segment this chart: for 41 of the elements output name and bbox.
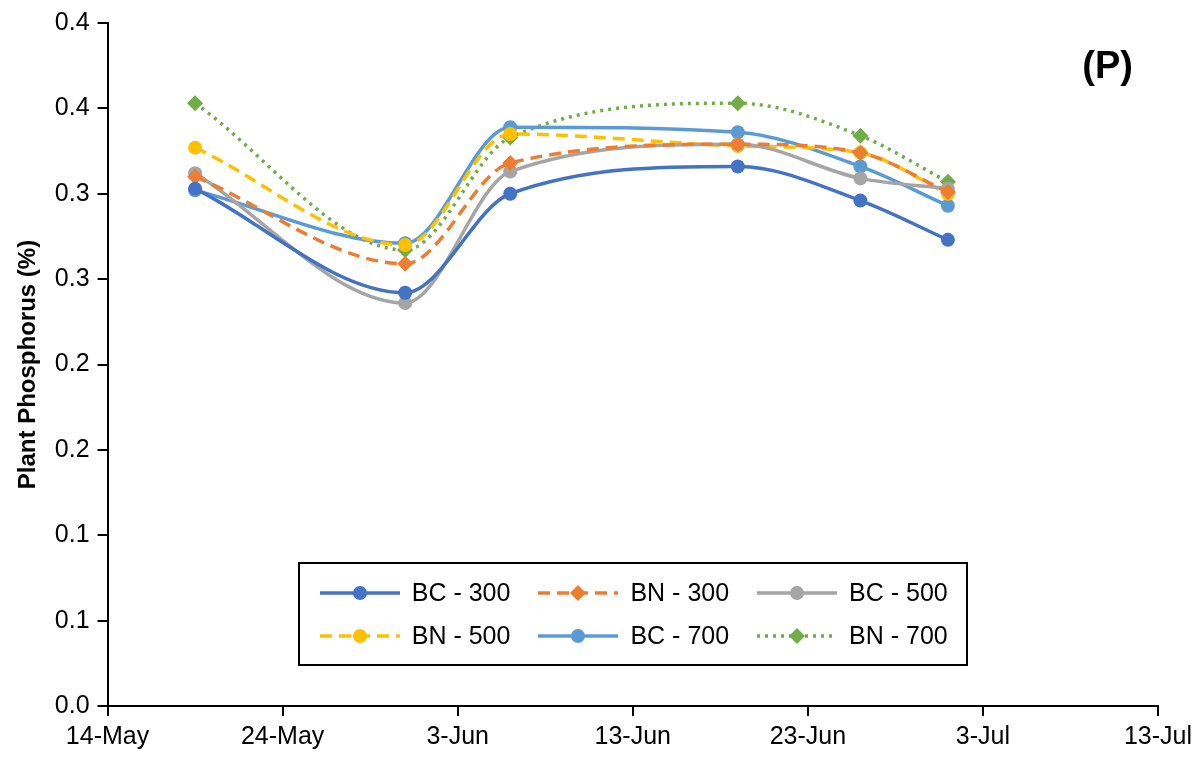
x-tick-label: 24-May — [240, 720, 325, 749]
point — [503, 186, 518, 201]
y-tick-label: 0.1 — [54, 519, 90, 548]
y-tick-label: 0.1 — [54, 604, 90, 633]
point — [853, 171, 868, 186]
legend-label: BC - 300 — [411, 578, 511, 607]
point — [187, 168, 204, 185]
point — [852, 127, 869, 144]
y-tick-label: 0.4 — [54, 6, 90, 35]
point — [730, 159, 745, 174]
point — [853, 159, 868, 174]
y-tick-label: 0.3 — [54, 263, 90, 292]
point — [853, 193, 868, 208]
point — [187, 95, 204, 112]
point — [940, 232, 955, 247]
y-tick-label: 0.0 — [54, 689, 90, 718]
x-tick-label: 23-Jun — [769, 720, 847, 749]
y-tick-label: 0.3 — [54, 177, 90, 206]
point — [502, 155, 519, 172]
point — [397, 255, 414, 272]
y-tick-label: 0.4 — [54, 92, 90, 121]
legend-label: BC - 500 — [849, 578, 948, 607]
y-tick-label: 0.2 — [54, 348, 90, 377]
point — [188, 140, 203, 155]
legend-label: BN - 300 — [630, 578, 730, 607]
x-tick-label: 13-Jul — [1123, 720, 1193, 749]
x-tick-label: 3-Jun — [426, 720, 489, 749]
legend-label: BN - 700 — [849, 621, 948, 650]
y-axis-title: Plant Phosphorus (%) — [13, 239, 41, 490]
x-tick-label: 3-Jul — [955, 720, 1011, 749]
legend-label: BN - 500 — [411, 621, 511, 650]
legend-label: BC - 700 — [630, 621, 730, 650]
point — [729, 95, 746, 112]
point — [940, 198, 955, 213]
y-tick-label: 0.2 — [54, 433, 90, 462]
x-tick-label: 13-Jun — [594, 720, 671, 749]
point — [730, 125, 745, 140]
annotation: (P) — [1082, 44, 1133, 87]
point — [503, 126, 518, 141]
x-tick-label: 14-May — [65, 720, 150, 749]
point — [398, 285, 413, 300]
